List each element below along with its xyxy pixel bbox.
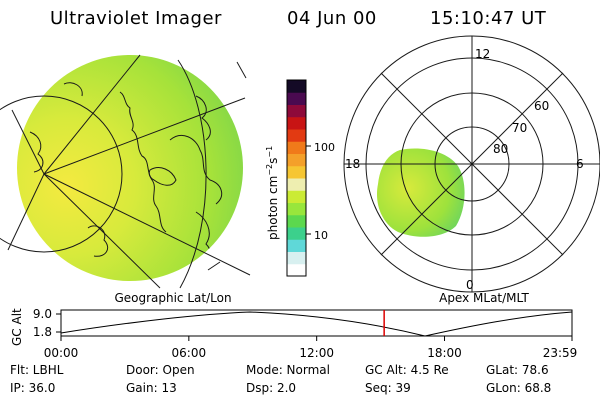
colorbar-tick-label-100: 100 <box>314 141 335 154</box>
mode-status: Mode: Normal <box>246 363 330 377</box>
colorbar-swatch <box>287 116 306 130</box>
x-tick-label: 18:00 <box>427 346 462 360</box>
coastline <box>87 225 109 257</box>
altitude-plot: 9.0 1.8 GC Alt 00:00 06:00 12:00 18:00 23:59 <box>10 307 577 360</box>
sequence-number: Seq: 39 <box>365 381 411 395</box>
colorbar-swatch <box>287 153 306 167</box>
coastline <box>148 167 177 186</box>
geo-longitude: GLon: 68.8 <box>486 381 552 395</box>
colorbar-swatch <box>287 251 306 265</box>
colorbar-swatch <box>287 104 306 118</box>
ip-value: IP: 36.0 <box>10 381 56 395</box>
colorbar-frame <box>286 79 307 277</box>
meridian-line <box>43 97 246 175</box>
colorbar-swatch <box>287 165 306 179</box>
colorbar: 100 10 photon cm−2s−1 <box>265 79 335 277</box>
mlat-label-60: 60 <box>534 99 549 113</box>
header-time: 15:10:47 UT <box>430 8 547 29</box>
meridian-line <box>43 173 161 289</box>
geographic-map: Geographic Lat/Lon <box>0 54 251 305</box>
colorbar-swatch <box>287 239 306 252</box>
mlat-label-70: 70 <box>512 121 527 135</box>
altitude-curve <box>60 311 573 337</box>
mlt-label-0: 0 <box>466 278 474 292</box>
dsp-value: Dsp: 2.0 <box>246 381 297 395</box>
meridian-line <box>11 109 45 175</box>
meridian-line <box>43 54 141 175</box>
mlt-label-12: 12 <box>475 47 490 61</box>
gc-altitude: GC Alt: 4.5 Re <box>365 363 449 377</box>
header-date: 04 Jun 00 <box>287 8 377 29</box>
meridian-line <box>7 173 45 251</box>
coastline <box>63 82 83 97</box>
colorbar-swatch <box>287 202 306 216</box>
mlat-label-80: 80 <box>493 142 508 156</box>
colorbar-swatch <box>287 92 306 105</box>
altitude-plot-frame <box>60 309 573 337</box>
door-status: Door: Open <box>126 363 195 377</box>
magnetic-polar-map: 12 18 6 0 60 70 80 Apex MLat/MLT <box>343 35 600 305</box>
colorbar-swatch <box>287 190 306 203</box>
x-tick-label: 12:00 <box>299 346 334 360</box>
colorbar-scale <box>287 80 306 277</box>
coastline <box>195 95 211 141</box>
coastline <box>169 135 223 205</box>
polar-grid <box>343 35 600 293</box>
latitude-circle <box>177 59 207 289</box>
colorbar-swatch <box>287 141 306 154</box>
mlt-line-diagonal <box>380 72 564 256</box>
colorbar-swatch <box>287 80 306 93</box>
geographic-grid <box>0 54 251 289</box>
latitude-circle <box>0 95 123 253</box>
coastline <box>119 91 167 233</box>
colorbar-swatch <box>287 178 306 191</box>
meridian-line <box>43 173 251 276</box>
coastlines <box>29 82 223 267</box>
coastline <box>29 131 44 173</box>
colorbar-title-s: s <box>266 158 280 164</box>
geographic-image-disk <box>17 55 243 281</box>
geographic-label: Geographic Lat/Lon <box>114 291 231 305</box>
colorbar-title-exp1: −2 <box>265 164 274 176</box>
mlt-label-18: 18 <box>345 157 360 171</box>
geo-latitude: GLat: 78.6 <box>486 363 549 377</box>
altitude-ylabel: GC Alt <box>10 308 24 346</box>
colorbar-swatch <box>287 227 306 240</box>
flight-filter: Flt: LBHL <box>10 363 64 377</box>
altitude-x-ticks: 00:00 06:00 12:00 18:00 23:59 <box>44 336 578 360</box>
colorbar-tick-label-10: 10 <box>314 229 328 242</box>
colorbar-title-main: photon cm <box>266 176 280 240</box>
colorbar-title-exp2: −1 <box>265 146 274 158</box>
apex-label: Apex MLat/MLT <box>439 291 529 305</box>
auroral-oval-image <box>376 148 465 237</box>
app-title: Ultraviolet Imager <box>50 8 222 29</box>
grid-tick <box>236 61 247 79</box>
x-tick-label: 06:00 <box>172 346 207 360</box>
gain-value: Gain: 13 <box>126 381 177 395</box>
y-tick-label-1-8: 1.8 <box>33 325 52 339</box>
y-tick-label-9: 9.0 <box>33 307 52 321</box>
grid-tick <box>207 261 221 271</box>
mlt-label-6: 6 <box>576 157 584 171</box>
colorbar-title: photon cm−2s−1 <box>265 146 280 240</box>
colorbar-swatch <box>287 214 306 228</box>
colorbar-swatch <box>287 129 306 142</box>
x-tick-label: 00:00 <box>44 346 79 360</box>
x-tick-label: 23:59 <box>543 346 578 360</box>
colorbar-swatch <box>287 263 306 277</box>
